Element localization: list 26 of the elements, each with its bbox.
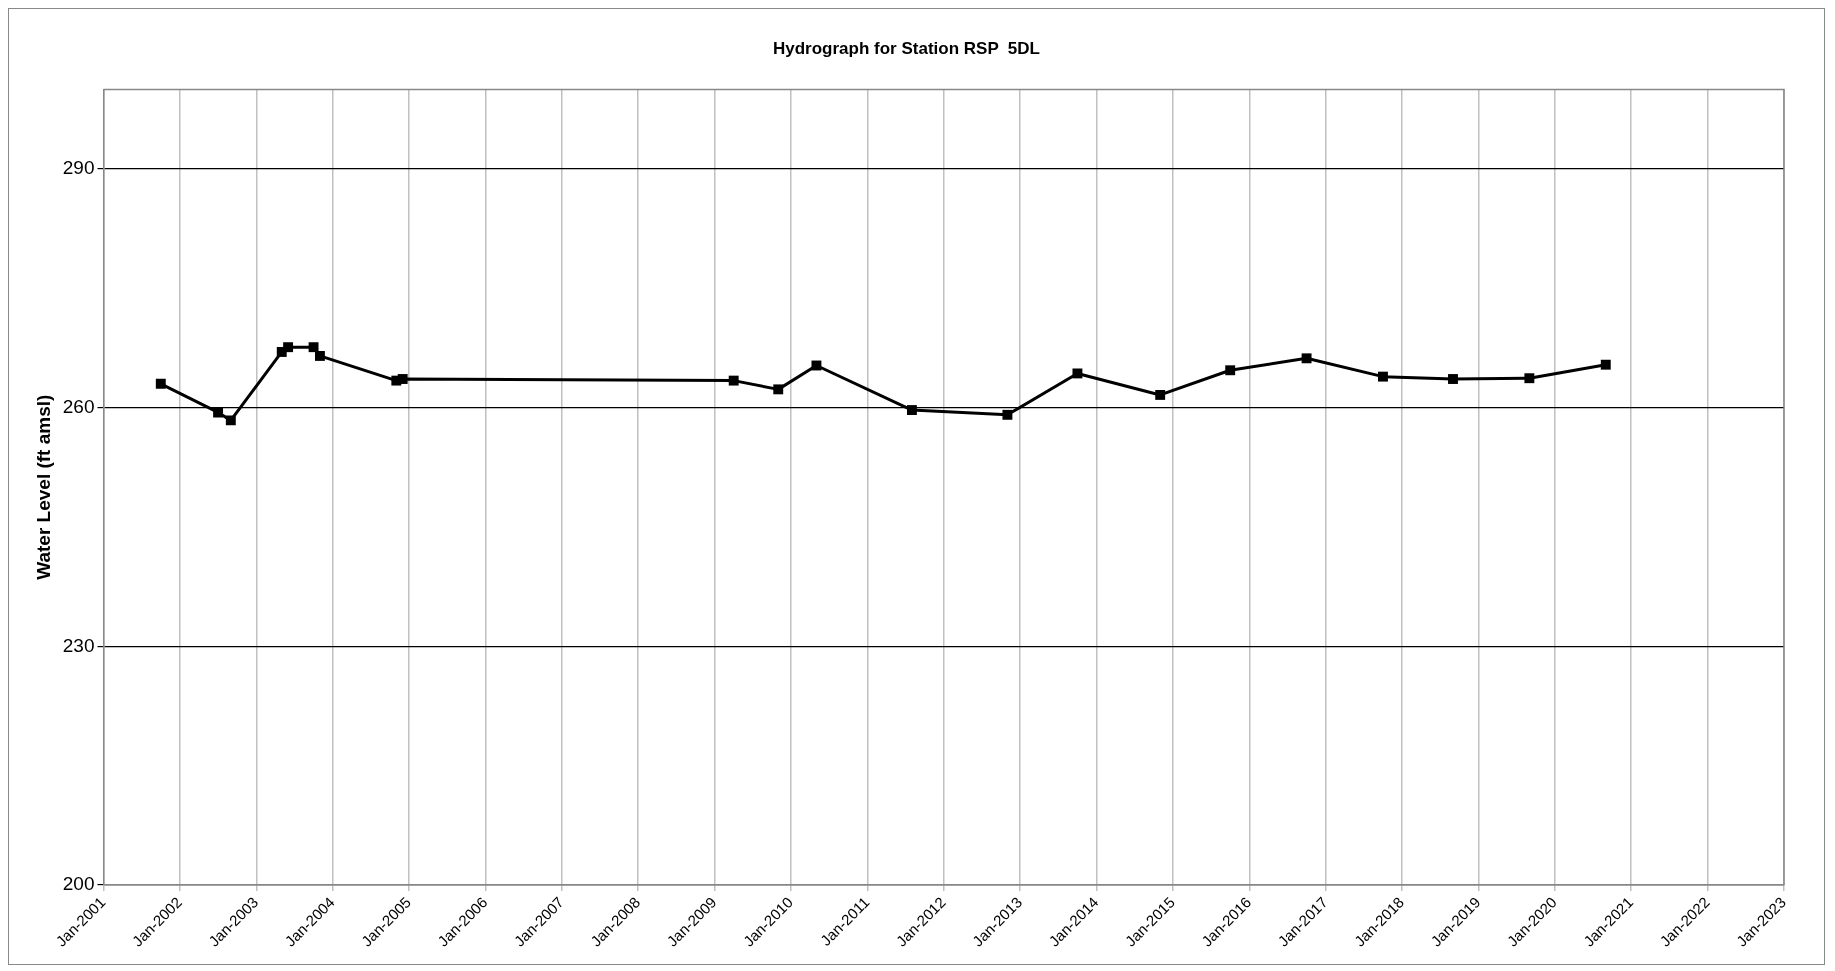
point — [1225, 365, 1236, 376]
point — [314, 350, 325, 361]
y-tick-label: 260 — [62, 395, 95, 417]
point — [1155, 389, 1166, 400]
y-tick-label: 230 — [62, 634, 95, 656]
point — [811, 360, 822, 371]
point — [728, 375, 739, 386]
point — [1448, 374, 1458, 384]
point — [906, 405, 917, 415]
point — [1072, 368, 1083, 379]
point — [773, 384, 784, 395]
point — [155, 378, 166, 389]
y-tick-label: 200 — [62, 873, 95, 895]
point — [308, 342, 319, 353]
chart-title: Hydrograph for Station RSP 5DL — [773, 38, 1040, 58]
point — [283, 342, 294, 353]
y-tick-label: 290 — [62, 157, 95, 179]
y-axis-title: Water Level (ft amsl) — [32, 394, 54, 580]
point — [1002, 409, 1013, 420]
point — [1378, 371, 1388, 382]
point — [1600, 359, 1611, 370]
point — [397, 374, 408, 384]
point — [1524, 373, 1535, 384]
point — [213, 407, 224, 418]
point — [1301, 353, 1312, 364]
point — [225, 415, 236, 426]
